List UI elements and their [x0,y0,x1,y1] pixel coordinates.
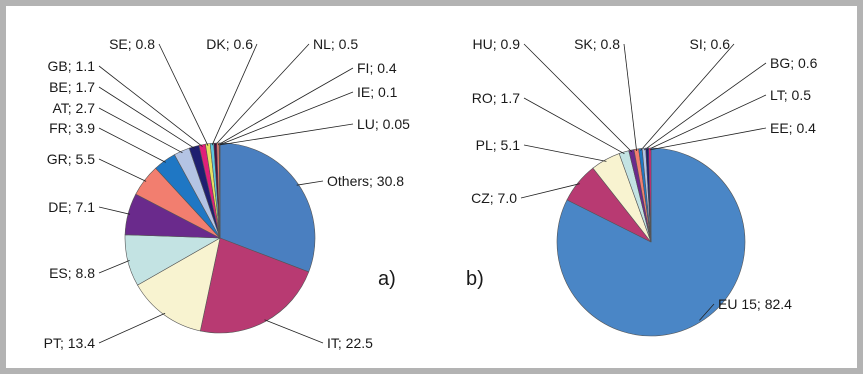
pie1-leader-pt [98,312,166,344]
pie2-label-eu-15: EU 15; 82.4 [718,296,792,312]
pie2-leader-bg [643,62,767,151]
pie1-leader-others [296,180,324,186]
pie2-label-lt: LT; 0.5 [770,87,811,103]
pie1-label-be: BE; 1.7 [49,79,95,95]
pie2-label-cz: CZ; 7.0 [471,190,517,206]
pie1-label-ie: IE; 0.1 [357,84,398,100]
pie1-leader-ie [219,91,354,146]
pie1-label-dk: DK; 0.6 [206,36,253,52]
pie2-leader-ro [523,97,625,155]
pie-charts: a) b) Others; 30.8 IT; 22.5 PT; 13.4 ES; 8.… [44,36,818,351]
pie2-label-si: SI; 0.6 [690,36,731,52]
pie1-leader-se [158,43,209,146]
pie1-leader-fi [217,67,354,146]
pie2-leader-sk [623,43,637,152]
pie1-label-se: SE; 0.8 [109,36,155,52]
pie1-label-pt: PT; 13.4 [44,335,96,351]
pie2-label-ee: EE; 0.4 [770,120,816,136]
panel-label-a: a) [378,268,396,290]
pie2-label-bg: BG; 0.6 [770,55,818,71]
pie1-label-es: ES; 8.8 [49,265,95,281]
pie1-label-lu: LU; 0.05 [357,116,410,132]
pie1-leader-es [98,260,130,274]
pie1-slice-others [219,142,316,273]
pie1-label-nl: NL; 0.5 [313,36,358,52]
pie1-leader-gr [98,158,147,182]
pie1-label-gb: GB; 1.1 [48,58,96,74]
pie2-leader-pl [523,144,607,162]
pie1-label-it: IT; 22.5 [327,335,373,351]
pie1-label-de: DE; 7.1 [48,199,95,215]
pie2-leader-lt [647,94,767,151]
pie2-label-hu: HU; 0.9 [473,36,521,52]
pie1-leader-be [98,86,195,149]
pie2-slice-ee [648,147,652,243]
pie2-leader-eu-15 [699,303,715,321]
pie2-label-ro: RO; 1.7 [472,90,520,106]
pie1-leader-at [98,107,183,154]
pie1-label-fr: FR; 3.9 [49,120,95,136]
pie1-label-gr: GR; 5.5 [47,151,95,167]
pie2-leader-cz [520,183,580,199]
pie1-slice-pt [137,237,221,332]
pie2-label-sk: SK; 0.8 [574,36,620,52]
pie1-leader-nl [215,43,310,146]
pie1-leader-it [264,319,324,344]
pie1-label-fi: FI; 0.4 [357,60,397,76]
panel-label-b: b) [466,268,484,290]
pie2-label-pl: PL; 5.1 [476,137,521,153]
pie1-leader-lu [219,123,354,146]
pie1-leader-de [98,206,131,215]
pie1-leader-gb [98,65,203,147]
pie1-slice-it [199,237,310,334]
pie2-leader-si [640,43,735,151]
pie1-label-others: Others; 30.8 [327,173,404,189]
pie1-leader-fr [98,127,166,163]
pie2-leader-ee [649,127,767,151]
pie1-label-at: AT; 2.7 [52,100,95,116]
pie1-leader-dk [211,43,258,146]
pie2-leader-hu [523,43,633,153]
